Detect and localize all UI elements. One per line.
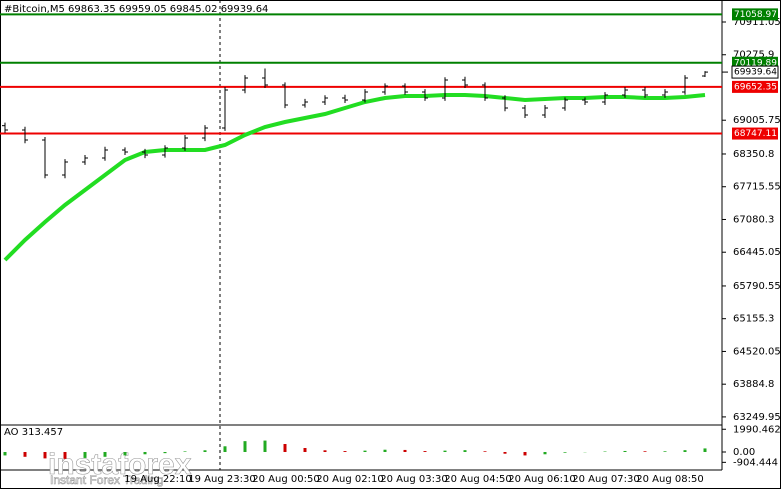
watermark-tagline: Instant Forex Trading [50, 473, 163, 487]
y-tick-label: 64520.05 [733, 346, 781, 357]
indicator-tick-label: -904.444 [733, 457, 778, 468]
indicator-title: AO 313.457 [4, 427, 63, 438]
y-tick-label: 63884.8 [733, 379, 774, 390]
level-label: 71058.97 [734, 10, 777, 20]
y-tick-label: 69005.75 [733, 115, 781, 126]
x-tick-label: 19 Aug 23:30 [188, 474, 255, 485]
y-tick-label: 70275.9 [733, 50, 774, 61]
y-tick-label: 65790.55 [733, 281, 781, 292]
x-tick-label: 19 Aug 22:10 [124, 474, 191, 485]
level-label: 69652.35 [734, 82, 777, 92]
level-label: 70119.89 [734, 58, 777, 68]
y-tick-label: 67715.55 [733, 182, 781, 193]
y-tick-label: 65155.3 [733, 314, 774, 325]
x-tick-label: 20 Aug 07:30 [572, 474, 639, 485]
x-tick-label: 20 Aug 03:30 [380, 474, 447, 485]
y-tick-label: 63249.95 [733, 412, 781, 423]
level-tag [732, 80, 778, 93]
current-price-label: 69939.64 [734, 68, 777, 78]
chart-title: #Bitcoin,M5 69863.35 69959.05 69845.02 6… [4, 4, 268, 15]
current-price-tag [731, 65, 779, 79]
x-tick-label: 20 Aug 02:10 [316, 474, 383, 485]
x-tick-label: 20 Aug 00:50 [252, 474, 319, 485]
level-label: 68747.11 [734, 129, 777, 139]
level-tag [732, 8, 778, 21]
indicator-tick-label: 1990.462 [733, 424, 781, 435]
x-tick-label: 20 Aug 08:50 [636, 474, 703, 485]
y-tick-label: 68350.8 [733, 149, 774, 160]
level-tag [732, 127, 778, 140]
x-tick-label: 20 Aug 04:50 [444, 474, 511, 485]
moving-average [3, 93, 706, 262]
x-tick-label: 20 Aug 06:10 [508, 474, 575, 485]
y-tick-label: 70911.05 [733, 17, 781, 28]
watermark-brand: instaforex [48, 448, 192, 481]
indicator-tick-label: 0.00 [733, 447, 755, 458]
y-tick-label: 67080.3 [733, 214, 774, 225]
y-tick-label: 66445.05 [733, 247, 781, 258]
